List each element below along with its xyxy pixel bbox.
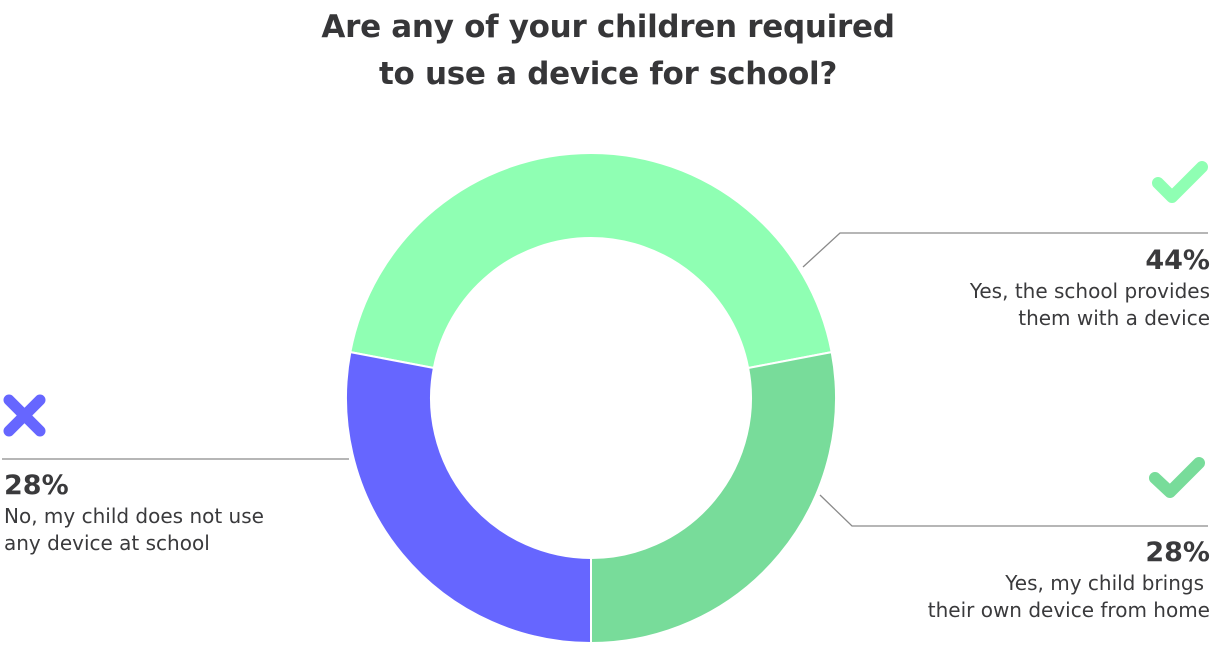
segment-brings-own	[590, 350, 837, 645]
percent-school-provides: 44%	[1145, 245, 1210, 276]
chart-title-line-1: Are any of your children required	[321, 9, 895, 45]
checkmark-icon	[1152, 161, 1208, 203]
desc-brings-own-line-2: their own device from home	[927, 598, 1210, 622]
chart-title: Are any of your children required to use…	[0, 4, 1216, 98]
leader-line-school-provides	[802, 232, 1208, 268]
segment-no-device	[345, 350, 592, 645]
desc-brings-own-line-1: Yes, my child brings	[1005, 571, 1204, 595]
chart-title-line-2: to use a device for school?	[378, 56, 838, 92]
desc-school-provides-line-2: them with a device	[1018, 306, 1210, 330]
desc-no-device-line-2: any device at school	[4, 531, 210, 555]
label-brings-own: 28% Yes, my child brings their own devic…	[928, 536, 1210, 624]
donut-segments	[345, 152, 837, 645]
segment-school-provides	[349, 152, 833, 370]
label-no-device: 28% No, my child does not use any device…	[4, 469, 264, 557]
label-school-provides: 44% Yes, the school provides them with a…	[970, 244, 1210, 332]
desc-school-provides-line-1: Yes, the school provides	[969, 279, 1210, 303]
leader-line-brings-own	[819, 494, 1208, 527]
percent-no-device: 28%	[4, 470, 69, 501]
x-icon	[3, 394, 46, 437]
percent-brings-own: 28%	[1145, 537, 1210, 568]
desc-no-device-line-1: No, my child does not use	[4, 504, 264, 528]
checkmark-icon	[1149, 457, 1205, 498]
